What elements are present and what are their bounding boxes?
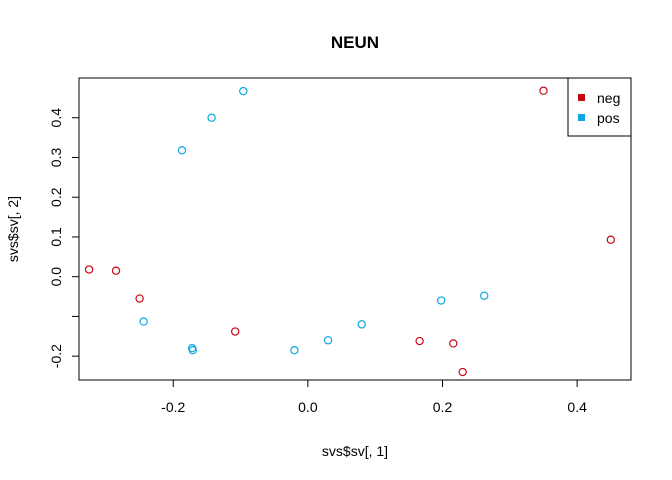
data-point-neg bbox=[84, 265, 94, 274]
y-tick-label: 0.4 bbox=[48, 108, 64, 128]
legend-pos-key bbox=[578, 114, 585, 121]
x-tick-label: 0.2 bbox=[433, 399, 453, 415]
data-point-neg bbox=[135, 294, 144, 303]
data-point-neg bbox=[415, 336, 424, 346]
data-point-pos bbox=[290, 345, 299, 355]
chart-title: NEUN bbox=[331, 33, 379, 52]
y-axis-label: svs$sv[, 2] bbox=[5, 196, 21, 262]
legend-neg-key bbox=[578, 94, 585, 101]
y-tick-label: 0.1 bbox=[48, 227, 64, 247]
x-axis-label: svs$sv[, 1] bbox=[322, 443, 388, 459]
data-point-neg bbox=[449, 339, 458, 348]
y-tick-label: 0.2 bbox=[48, 187, 64, 207]
data-point-neg bbox=[458, 367, 467, 377]
data-point-neg bbox=[539, 86, 548, 95]
y-tick-label: 0.0 bbox=[48, 267, 64, 287]
data-point-neg bbox=[606, 235, 616, 244]
legend-box bbox=[567, 77, 632, 137]
data-point-pos bbox=[436, 296, 446, 305]
x-tick-label: 0.4 bbox=[567, 399, 587, 415]
plot-frame bbox=[78, 77, 632, 381]
data-point-pos bbox=[177, 146, 187, 155]
data-point-pos bbox=[139, 317, 148, 326]
data-point-pos bbox=[207, 113, 216, 122]
x-axis: -0.2 0.0 0.2 0.4 bbox=[161, 379, 587, 415]
legend: neg pos bbox=[567, 77, 632, 137]
y-axis: -0.2 0.0 0.1 0.2 0.3 0.4 bbox=[48, 108, 80, 368]
x-tick-label: -0.2 bbox=[161, 399, 185, 415]
data-point-pos bbox=[323, 336, 333, 345]
y-tick-label: 0.3 bbox=[48, 148, 64, 168]
y-tick-label: -0.2 bbox=[48, 344, 64, 368]
data-point-pos bbox=[188, 345, 197, 355]
data-point-neg bbox=[111, 266, 121, 275]
data-point-pos bbox=[480, 291, 489, 300]
data-point-neg bbox=[230, 327, 240, 336]
legend-pos-label: pos bbox=[597, 110, 620, 126]
data-point-pos bbox=[357, 320, 366, 329]
legend-neg-label: neg bbox=[597, 90, 620, 106]
x-tick-label: 0.0 bbox=[298, 399, 318, 415]
data-point-pos bbox=[239, 86, 248, 96]
data-points bbox=[84, 86, 616, 377]
